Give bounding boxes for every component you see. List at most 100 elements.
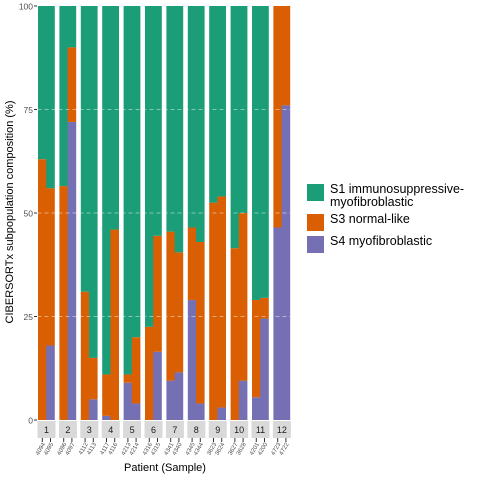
facet-strip-label: 1 [44,425,49,435]
facet-strip-label: 11 [256,425,265,435]
x-tick-label: 3628 [236,441,248,456]
bar-segment-s4 [89,399,98,420]
legend-item: S4 myofibroblastic [307,235,480,253]
bar-segment-s1 [38,6,47,160]
bar-segment-s3 [230,248,240,420]
bar-segment-s1 [80,6,90,292]
bar-segment-s4 [102,415,111,420]
bar-segment-s4 [260,318,269,420]
facet-strip [165,421,184,438]
bar-segment-s4 [67,121,77,421]
x-tick-label: 4722 [279,441,291,456]
bar-segment-s4 [252,397,261,420]
bar-segment-s3 [123,374,133,383]
bar-segment-s1 [174,6,184,253]
facet-strip [251,421,270,438]
bar-segment-s3 [166,231,175,381]
facet-strip-label: 3 [87,425,92,435]
x-tick-label: 4200 [257,441,269,456]
facet-strip-label: 9 [215,425,220,435]
bar-segment-s4 [131,403,141,420]
facet-strip-label: 12 [277,425,287,435]
facet-strip [187,421,206,438]
bar-segment-s1 [217,6,226,197]
bar-segment-s4 [166,380,175,420]
bar-segment-s3 [281,6,291,106]
x-tick-label: 4095 [43,441,55,456]
bar-segment-s3 [209,202,218,420]
bar-segment-s4 [123,382,133,420]
y-tick-label: 25 [24,312,34,322]
facet-strip-label: 2 [65,425,70,435]
legend: S1 immunosuppressive-myofibroblastic S3 n… [307,183,480,257]
bar-segment-s3 [217,196,226,408]
bar-segment-s4 [46,345,55,420]
bar-segment-s3 [145,326,154,420]
facet-strip [230,421,249,438]
bar-segment-s1 [260,6,269,298]
bar-segment-s1 [67,6,77,48]
x-tick-label: 4113 [86,441,98,456]
bar-segment-s1 [110,6,119,230]
bar-segment-s1 [196,6,205,242]
bar-segment-s4 [174,372,184,420]
bar-segment-s1 [209,6,218,203]
x-tick-label: 4214 [129,441,141,456]
facet-strips: 1 2 3 4 5 6 7 8 9 10 11 12 [37,421,291,438]
legend-swatch [307,184,324,201]
bar-segment-s3 [80,291,90,420]
bar-segment-s3 [38,159,47,420]
bar-segment-s1 [166,6,175,232]
bar-segment-s3 [174,252,184,373]
legend-swatch [307,214,324,231]
x-tick-label: 4340 [172,441,184,456]
bar-segment-s3 [46,188,55,346]
facet-strip [208,421,227,438]
bar-segment-s3 [131,337,141,404]
facet-strip [80,421,99,438]
bar-segment-s4 [187,299,197,420]
y-tick-label: 100 [19,2,33,12]
bar-segment-s1 [46,6,55,189]
legend-item: S1 immunosuppressive-myofibroblastic [307,183,480,209]
bar-segment-s4 [153,351,162,420]
bar-segment-s3 [59,186,68,420]
bar-segment-s3 [110,229,119,420]
facet-strip-label: 10 [234,425,244,435]
legend-label: S1 immunosuppressive-myofibroblastic [330,182,465,209]
legend-swatch [307,236,324,253]
bar-segment-s3 [238,213,248,381]
bar-segment-s4 [281,105,291,421]
bar-segment-s4 [196,403,205,420]
x-tick-label: 3624 [215,441,227,456]
bar-segment-s1 [89,6,98,358]
x-tick-label: 4116 [108,441,120,456]
bar-segment-s3 [89,357,98,400]
facet-strip [123,421,142,438]
x-tick-label: 4097 [65,441,77,456]
legend-item: S3 normal-like [307,213,480,231]
bar-segment-s3 [187,227,197,300]
x-tick-label: 4344 [193,441,205,456]
facet-strip-label: 4 [108,425,113,435]
bar-segment-s3 [252,299,261,398]
bar-segment-s1 [145,6,154,327]
x-tick-label: 4315 [150,441,162,456]
bar-segment-s1 [59,6,68,187]
bar-segment-s1 [187,6,197,228]
bar-segment-s1 [131,6,141,338]
x-tick-label: 4117 [100,441,112,456]
y-tick-label: 0 [28,416,33,426]
y-axis: 0 25 50 75 100 [19,2,37,426]
facet-strip [37,421,56,438]
facet-strip [144,421,163,438]
x-tick-label: 4112 [78,441,90,456]
bar-segment-s3 [196,241,205,404]
bar-segment-s3 [153,235,162,352]
facet-strip [272,421,291,438]
bar-segment-s1 [123,6,133,375]
legend-label: S3 normal-like [330,212,410,226]
facet-strip [101,421,120,438]
bar-segment-s3 [260,297,269,319]
